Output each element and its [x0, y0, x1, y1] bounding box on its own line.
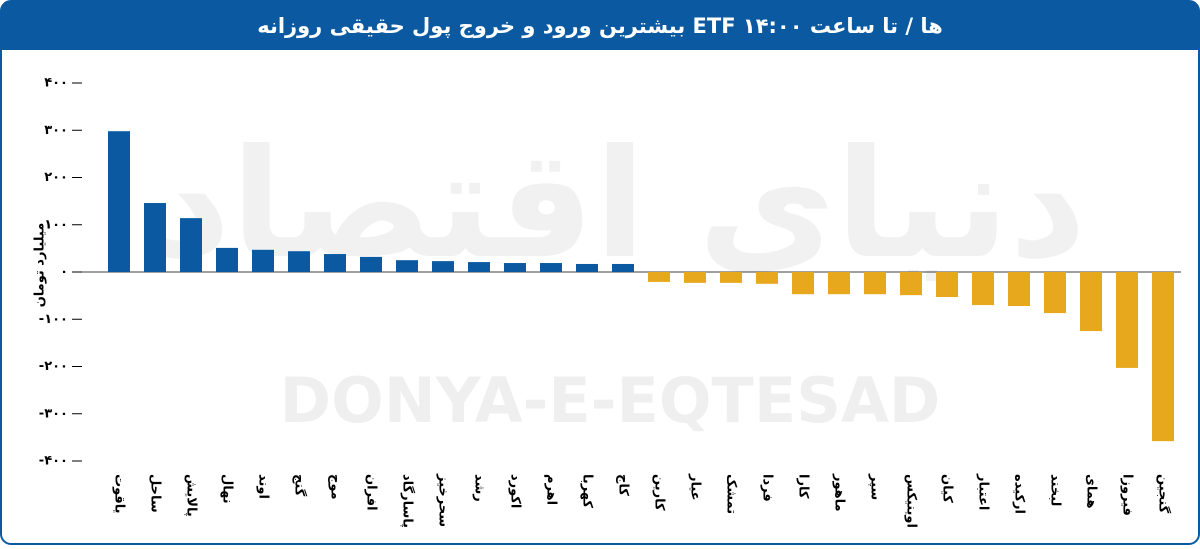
- x-tick-label: رشد: [472, 474, 487, 502]
- y-tick-label: ۱۰۰: [44, 217, 68, 232]
- x-tick-label: ساحل: [148, 474, 163, 513]
- x-tick-label: اهرم: [544, 474, 559, 505]
- x-tick-label: گنج: [292, 474, 308, 497]
- x-tick-label: پاسارگاد: [400, 474, 416, 528]
- x-tick-label: همای: [1084, 474, 1099, 509]
- watermark: DONYA-E-EQTESAD: [280, 364, 941, 437]
- x-tick-label: اوینیکس: [904, 474, 919, 528]
- x-tick-label: موج: [328, 474, 343, 500]
- x-tick-label: افران: [364, 474, 379, 511]
- bar: [396, 260, 418, 272]
- x-tick-label: گنجین: [1156, 474, 1172, 514]
- bar: [1080, 272, 1102, 332]
- x-tick-label: کارا: [796, 474, 811, 499]
- x-tick-label: کیان: [940, 474, 955, 503]
- bar: [468, 262, 490, 272]
- bar: [828, 272, 850, 295]
- bar: [1152, 272, 1174, 442]
- bar: [864, 272, 886, 295]
- header-bar: [1, 1, 1199, 50]
- bar: [360, 256, 382, 272]
- x-tick-label: یاقوت: [112, 474, 127, 514]
- bar: [216, 247, 238, 272]
- bar: [504, 263, 526, 272]
- bar: [900, 272, 922, 296]
- bar: [756, 272, 778, 284]
- x-tick-label: تمشک: [724, 474, 739, 514]
- x-tick-label: فردا: [760, 474, 775, 502]
- bar: [684, 272, 706, 283]
- x-tick-label: سپر: [868, 473, 883, 500]
- x-tick-label: ماهور: [832, 473, 847, 512]
- y-tick-label: ۲۰۰: [44, 170, 68, 185]
- bar: [432, 261, 454, 272]
- x-tick-label: سحرخیز: [436, 473, 451, 527]
- bar: [144, 203, 166, 272]
- y-tick-label: -۲۰۰: [39, 359, 68, 374]
- y-tick-label: -۳۰۰: [39, 406, 68, 421]
- bar: [540, 263, 562, 272]
- y-axis-label: میلیارد تومان: [33, 223, 48, 308]
- bar: [1008, 272, 1030, 307]
- bar: [720, 272, 742, 283]
- x-tick-label: فیروزا: [1120, 474, 1135, 516]
- x-tick-label: ارکیده: [1012, 474, 1027, 514]
- x-tick-label: پالایش: [184, 474, 199, 517]
- bar: [108, 131, 130, 272]
- x-tick-label: اوند: [256, 474, 271, 499]
- y-tick-label: ۰: [60, 265, 68, 280]
- y-tick-label: -۴۰۰: [39, 454, 68, 469]
- x-tick-label: اکورد: [508, 474, 523, 508]
- bar: [648, 272, 670, 282]
- x-tick-label: کارین: [652, 474, 667, 511]
- bar: [324, 254, 346, 272]
- bar: [1044, 272, 1066, 314]
- x-tick-label: عیار: [688, 473, 703, 501]
- bar: [936, 272, 958, 298]
- x-tick-label: کاج: [616, 474, 631, 496]
- chart-title: بیشترین ورود و خروج پول حقیقی روزانه ETF…: [257, 14, 943, 39]
- y-tick-label: ۴۰۰: [44, 76, 68, 91]
- bar: [252, 249, 274, 272]
- x-tick-label: کهربا: [580, 474, 595, 508]
- bar: [972, 272, 994, 306]
- bar: [576, 263, 598, 272]
- x-tick-label: لبخند: [1048, 474, 1063, 506]
- bar: [180, 218, 202, 272]
- bar: [612, 263, 634, 272]
- x-tick-label: نهال: [220, 474, 235, 504]
- bar: [288, 251, 310, 272]
- y-tick-label: ۳۰۰: [44, 123, 68, 138]
- bar: [792, 272, 814, 295]
- y-tick-label: -۱۰۰: [39, 312, 68, 327]
- x-tick-label: اعتبار: [976, 473, 991, 510]
- bar: [1116, 272, 1138, 368]
